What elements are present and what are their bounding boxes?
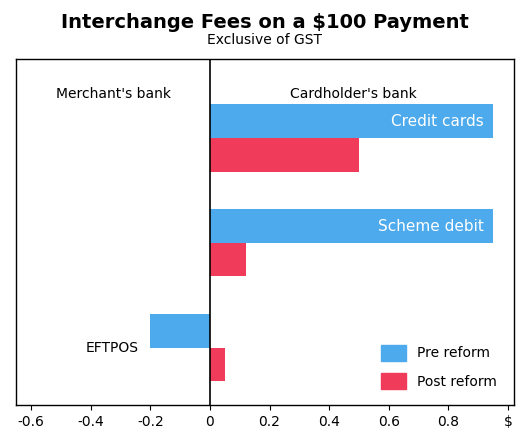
Bar: [210, 138, 359, 171]
Text: Cardholder's bank: Cardholder's bank: [290, 87, 416, 101]
Bar: [210, 348, 225, 381]
Bar: [210, 209, 493, 243]
Text: Merchant's bank: Merchant's bank: [56, 87, 170, 101]
Bar: [210, 104, 493, 138]
Text: Interchange Fees on a $100 Payment: Interchange Fees on a $100 Payment: [60, 13, 469, 32]
Text: Exclusive of GST: Exclusive of GST: [207, 33, 322, 48]
Text: Credit cards: Credit cards: [391, 114, 484, 129]
Legend: Pre reform, Post reform: Pre reform, Post reform: [375, 339, 502, 395]
Text: EFTPOS: EFTPOS: [85, 341, 139, 355]
Text: Scheme debit: Scheme debit: [378, 218, 484, 234]
Bar: [150, 314, 210, 348]
Bar: [210, 243, 245, 276]
